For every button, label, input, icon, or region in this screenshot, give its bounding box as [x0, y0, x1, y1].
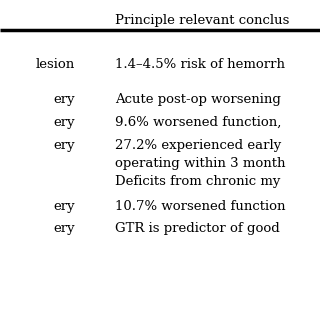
Text: ery: ery: [53, 139, 75, 152]
Text: 9.6% worsened function,: 9.6% worsened function,: [115, 116, 281, 129]
Text: ery: ery: [53, 200, 75, 213]
Text: Acute post-op worsening: Acute post-op worsening: [115, 93, 281, 106]
Text: ery: ery: [53, 222, 75, 235]
Text: ery: ery: [53, 116, 75, 129]
Text: GTR is predictor of good: GTR is predictor of good: [115, 222, 280, 235]
Text: Principle relevant conclus: Principle relevant conclus: [115, 14, 289, 27]
Text: 10.7% worsened function: 10.7% worsened function: [115, 200, 285, 213]
Text: operating within 3 month: operating within 3 month: [115, 157, 285, 170]
Text: 27.2% experienced early: 27.2% experienced early: [115, 139, 281, 152]
Text: ery: ery: [53, 93, 75, 106]
Text: Deficits from chronic my: Deficits from chronic my: [115, 175, 280, 188]
Text: lesion: lesion: [36, 58, 75, 71]
Text: 1.4–4.5% risk of hemorrh: 1.4–4.5% risk of hemorrh: [115, 58, 285, 71]
